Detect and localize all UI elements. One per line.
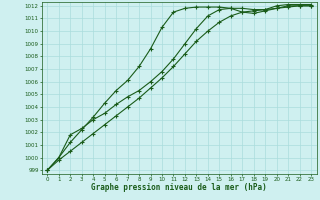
X-axis label: Graphe pression niveau de la mer (hPa): Graphe pression niveau de la mer (hPa) xyxy=(91,183,267,192)
